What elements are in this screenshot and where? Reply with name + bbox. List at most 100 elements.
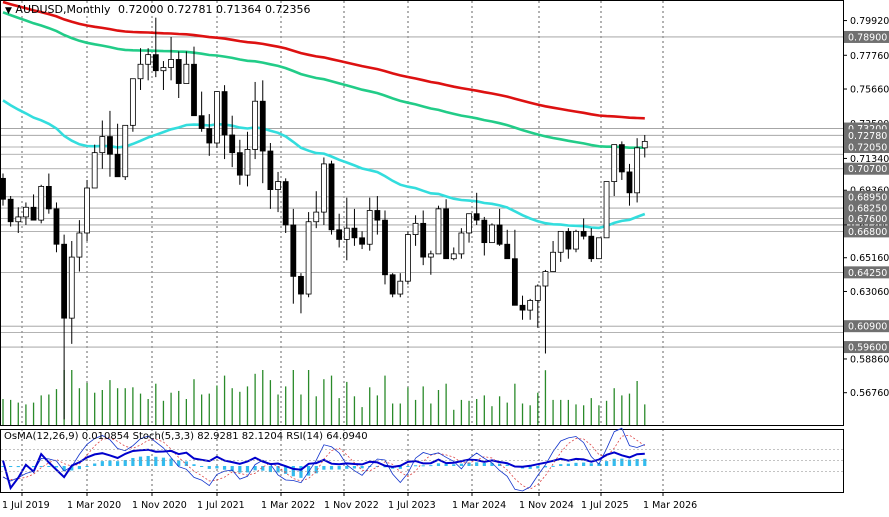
candle-bear: [420, 222, 427, 258]
level-label: 0.59600: [848, 343, 887, 354]
candle-bear: [114, 153, 121, 178]
candle-bear: [473, 213, 480, 221]
osma-bar: [444, 464, 448, 466]
candle-bull: [91, 152, 98, 189]
osma-bar: [138, 456, 143, 466]
candle-bear: [191, 63, 197, 117]
osma-bar: [54, 466, 59, 468]
osma-bar: [207, 466, 211, 469]
candle-bear: [236, 152, 243, 176]
indicator-header: OsMA(12,26,9) 0.010854 Stoch(5,3,3) 82.9…: [4, 431, 368, 442]
candle-bull: [641, 140, 648, 149]
y-tick-label: 0.63060: [850, 287, 889, 298]
level-label-box: [844, 212, 889, 225]
osma-bar: [406, 466, 410, 467]
level-label-box: [844, 129, 889, 142]
candle-bear: [443, 208, 450, 260]
osma-bar: [421, 465, 425, 467]
y-tick-label: 0.77760: [850, 51, 889, 62]
osma-bar: [635, 459, 639, 466]
x-tick-label: 1 Mar 2022: [261, 500, 315, 511]
candle-bear: [175, 59, 182, 84]
osma-bar: [200, 466, 204, 467]
candle-bear: [519, 304, 526, 311]
osma-bar: [429, 465, 433, 467]
x-tick-label: 1 Nov 2024: [519, 500, 574, 511]
y-tick-label: 0.71340: [850, 154, 889, 165]
x-tick-label: 1 Jul 2023: [388, 500, 436, 511]
y-tick-label: 0.79920: [850, 16, 889, 27]
candle-bear: [626, 171, 633, 194]
candle-bull: [527, 300, 534, 311]
osma-bar: [352, 466, 357, 469]
candle-bull: [84, 187, 90, 234]
osma-bar: [230, 466, 234, 472]
candle-bull: [129, 78, 136, 126]
osma-bar: [459, 463, 463, 466]
osma-bar: [398, 466, 402, 469]
candle-bear: [206, 128, 213, 144]
candle-bull: [343, 227, 350, 240]
x-tick-label: 1 Jul 2021: [197, 500, 245, 511]
level-label: 0.70700: [848, 164, 887, 175]
symbol-label: AUDUSD,Monthly: [15, 3, 111, 16]
candle-bear: [198, 115, 205, 129]
level-label-box: [844, 190, 889, 203]
candle-bear: [221, 91, 228, 136]
candle-bull: [15, 216, 22, 223]
osma-bar: [116, 461, 120, 466]
x-tick-label: 1 Jul 2025: [581, 500, 629, 511]
level-label: 0.72050: [848, 143, 887, 154]
ohlc-values: 0.72000 0.72781 0.71364 0.72356: [118, 3, 311, 16]
candle-bear: [259, 100, 266, 152]
candle-bear: [618, 144, 625, 173]
x-tick-label: 1 Nov 2020: [132, 500, 187, 511]
candle-bull: [596, 237, 602, 260]
level-label-box: [844, 141, 889, 154]
osma-bar: [261, 466, 265, 471]
osma-bar: [620, 458, 624, 466]
x-tick-label: 1 Nov 2022: [324, 500, 379, 511]
osma-bar: [436, 463, 441, 466]
osma-bar: [604, 461, 609, 466]
level-label: 0.78900: [848, 32, 887, 43]
candle-bull: [23, 206, 29, 218]
y-tick-label: 0.65160: [850, 253, 889, 264]
stoch-main-line: [2, 427, 645, 492]
level-label-box: [844, 162, 889, 175]
candle-bull: [397, 280, 404, 295]
osma-bar: [268, 466, 272, 473]
candle-bear: [45, 185, 52, 210]
candle-bear: [328, 163, 335, 231]
candle-bear: [53, 208, 60, 245]
candle-bull: [168, 59, 174, 68]
osma-bar: [47, 466, 51, 467]
candle-bull: [137, 63, 144, 80]
osma-bar: [184, 461, 188, 466]
candle-bull: [214, 91, 220, 144]
osma-bar: [543, 466, 548, 468]
candle-bear: [336, 229, 343, 240]
level-label-box: [844, 320, 889, 333]
candle-bear: [298, 275, 304, 295]
osma-bar: [276, 466, 280, 473]
osma-bar: [505, 464, 509, 466]
candle-bear: [229, 134, 236, 154]
candle-bull: [183, 63, 190, 84]
osma-bar: [566, 463, 570, 466]
osma-bar: [559, 464, 563, 466]
osma-bar: [475, 462, 479, 466]
candle-bear: [290, 224, 297, 277]
level-label: 0.60900: [848, 322, 887, 333]
dropdown-triangle-icon[interactable]: ▼: [5, 6, 12, 16]
main-panel-frame: [0, 0, 844, 426]
osma-bar: [337, 466, 341, 470]
osma-bar: [314, 466, 318, 474]
level-label: 0.68250: [848, 204, 887, 215]
candle-bear: [61, 243, 68, 319]
y-tick-label: 0.56760: [850, 388, 889, 399]
candle-bear: [588, 235, 595, 260]
candle-bear: [580, 230, 587, 237]
osma-bar: [536, 466, 540, 469]
